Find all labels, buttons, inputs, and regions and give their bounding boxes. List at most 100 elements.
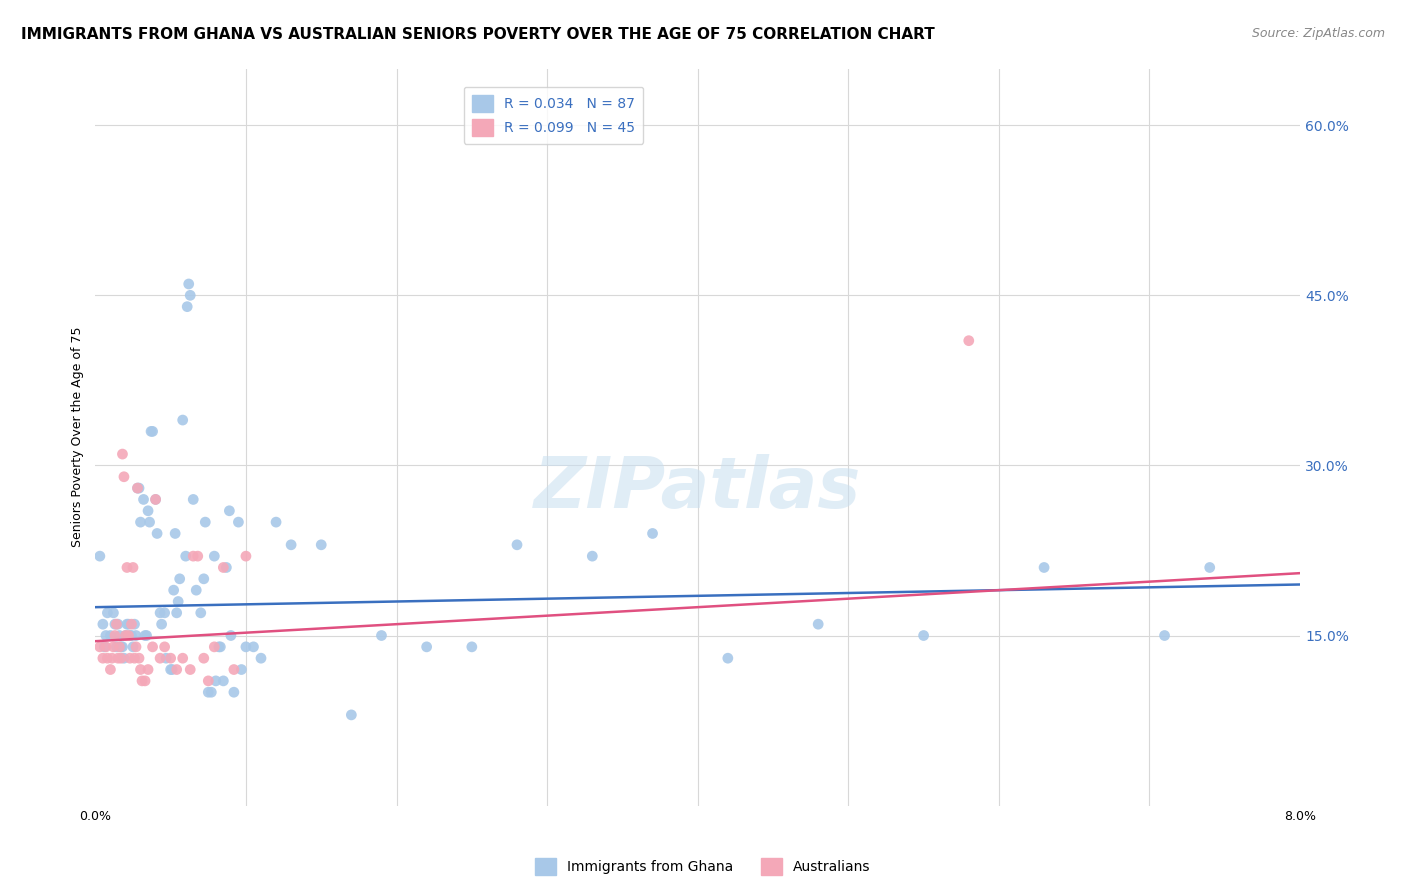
- Point: [100, 663, 122, 677]
- Point: [193, 651, 215, 665]
- Point: [128, 651, 150, 665]
- Point: [145, 492, 167, 507]
- Point: [177, 277, 200, 291]
- Point: [231, 663, 253, 677]
- Point: [91, 617, 114, 632]
- Point: [94, 640, 117, 654]
- Point: [166, 606, 188, 620]
- Point: [166, 663, 188, 677]
- Point: [208, 640, 231, 654]
- Point: [111, 447, 134, 461]
- Point: [1198, 560, 1220, 574]
- Point: [129, 515, 152, 529]
- Point: [190, 606, 212, 620]
- Text: Source: ZipAtlas.com: Source: ZipAtlas.com: [1251, 27, 1385, 40]
- Point: [112, 651, 135, 665]
- Point: [103, 640, 125, 654]
- Text: ZIPatlas: ZIPatlas: [534, 454, 862, 524]
- Point: [122, 560, 145, 574]
- Point: [264, 515, 287, 529]
- Point: [215, 560, 238, 574]
- Point: [159, 651, 181, 665]
- Point: [121, 617, 143, 632]
- Point: [641, 526, 664, 541]
- Point: [129, 663, 152, 677]
- Point: [96, 606, 118, 620]
- Point: [105, 617, 128, 632]
- Point: [179, 288, 201, 302]
- Point: [118, 628, 141, 642]
- Point: [89, 640, 111, 654]
- Point: [169, 572, 191, 586]
- Point: [181, 492, 204, 507]
- Point: [139, 425, 162, 439]
- Point: [104, 628, 127, 642]
- Legend: R = 0.034   N = 87, R = 0.099   N = 45: R = 0.034 N = 87, R = 0.099 N = 45: [464, 87, 644, 144]
- Point: [461, 640, 484, 654]
- Point: [506, 538, 529, 552]
- Point: [219, 628, 242, 642]
- Point: [134, 628, 156, 642]
- Point: [197, 685, 219, 699]
- Point: [197, 673, 219, 688]
- Point: [124, 651, 146, 665]
- Point: [110, 640, 132, 654]
- Point: [370, 628, 392, 642]
- Point: [807, 617, 830, 632]
- Text: IMMIGRANTS FROM GHANA VS AUSTRALIAN SENIORS POVERTY OVER THE AGE OF 75 CORRELATI: IMMIGRANTS FROM GHANA VS AUSTRALIAN SENI…: [21, 27, 935, 42]
- Point: [155, 651, 177, 665]
- Point: [186, 583, 208, 598]
- Point: [205, 673, 228, 688]
- Point: [100, 628, 122, 642]
- Point: [134, 673, 156, 688]
- Point: [105, 640, 128, 654]
- Point: [91, 651, 114, 665]
- Point: [280, 538, 302, 552]
- Point: [124, 617, 146, 632]
- Point: [222, 685, 245, 699]
- Point: [122, 640, 145, 654]
- Point: [212, 673, 235, 688]
- Point: [146, 526, 169, 541]
- Point: [202, 549, 225, 563]
- Point: [235, 640, 257, 654]
- Point: [250, 651, 273, 665]
- Point: [132, 492, 155, 507]
- Point: [110, 651, 132, 665]
- Point: [179, 663, 201, 677]
- Point: [235, 549, 257, 563]
- Point: [165, 526, 187, 541]
- Point: [103, 606, 125, 620]
- Point: [115, 617, 138, 632]
- Point: [149, 651, 172, 665]
- Point: [117, 617, 139, 632]
- Point: [127, 481, 149, 495]
- Point: [242, 640, 264, 654]
- Legend: Immigrants from Ghana, Australians: Immigrants from Ghana, Australians: [530, 853, 876, 880]
- Point: [159, 663, 181, 677]
- Point: [340, 707, 363, 722]
- Point: [115, 560, 138, 574]
- Point: [111, 640, 134, 654]
- Point: [209, 640, 232, 654]
- Point: [138, 515, 160, 529]
- Point: [125, 640, 148, 654]
- Point: [153, 606, 176, 620]
- Point: [94, 628, 117, 642]
- Point: [149, 606, 172, 620]
- Point: [131, 673, 153, 688]
- Point: [218, 504, 240, 518]
- Point: [136, 663, 159, 677]
- Point: [93, 640, 115, 654]
- Point: [193, 572, 215, 586]
- Point: [118, 651, 141, 665]
- Point: [163, 583, 186, 598]
- Point: [142, 425, 165, 439]
- Point: [957, 334, 980, 348]
- Point: [108, 640, 131, 654]
- Point: [150, 617, 173, 632]
- Point: [125, 628, 148, 642]
- Point: [1033, 560, 1056, 574]
- Point: [202, 640, 225, 654]
- Point: [194, 515, 217, 529]
